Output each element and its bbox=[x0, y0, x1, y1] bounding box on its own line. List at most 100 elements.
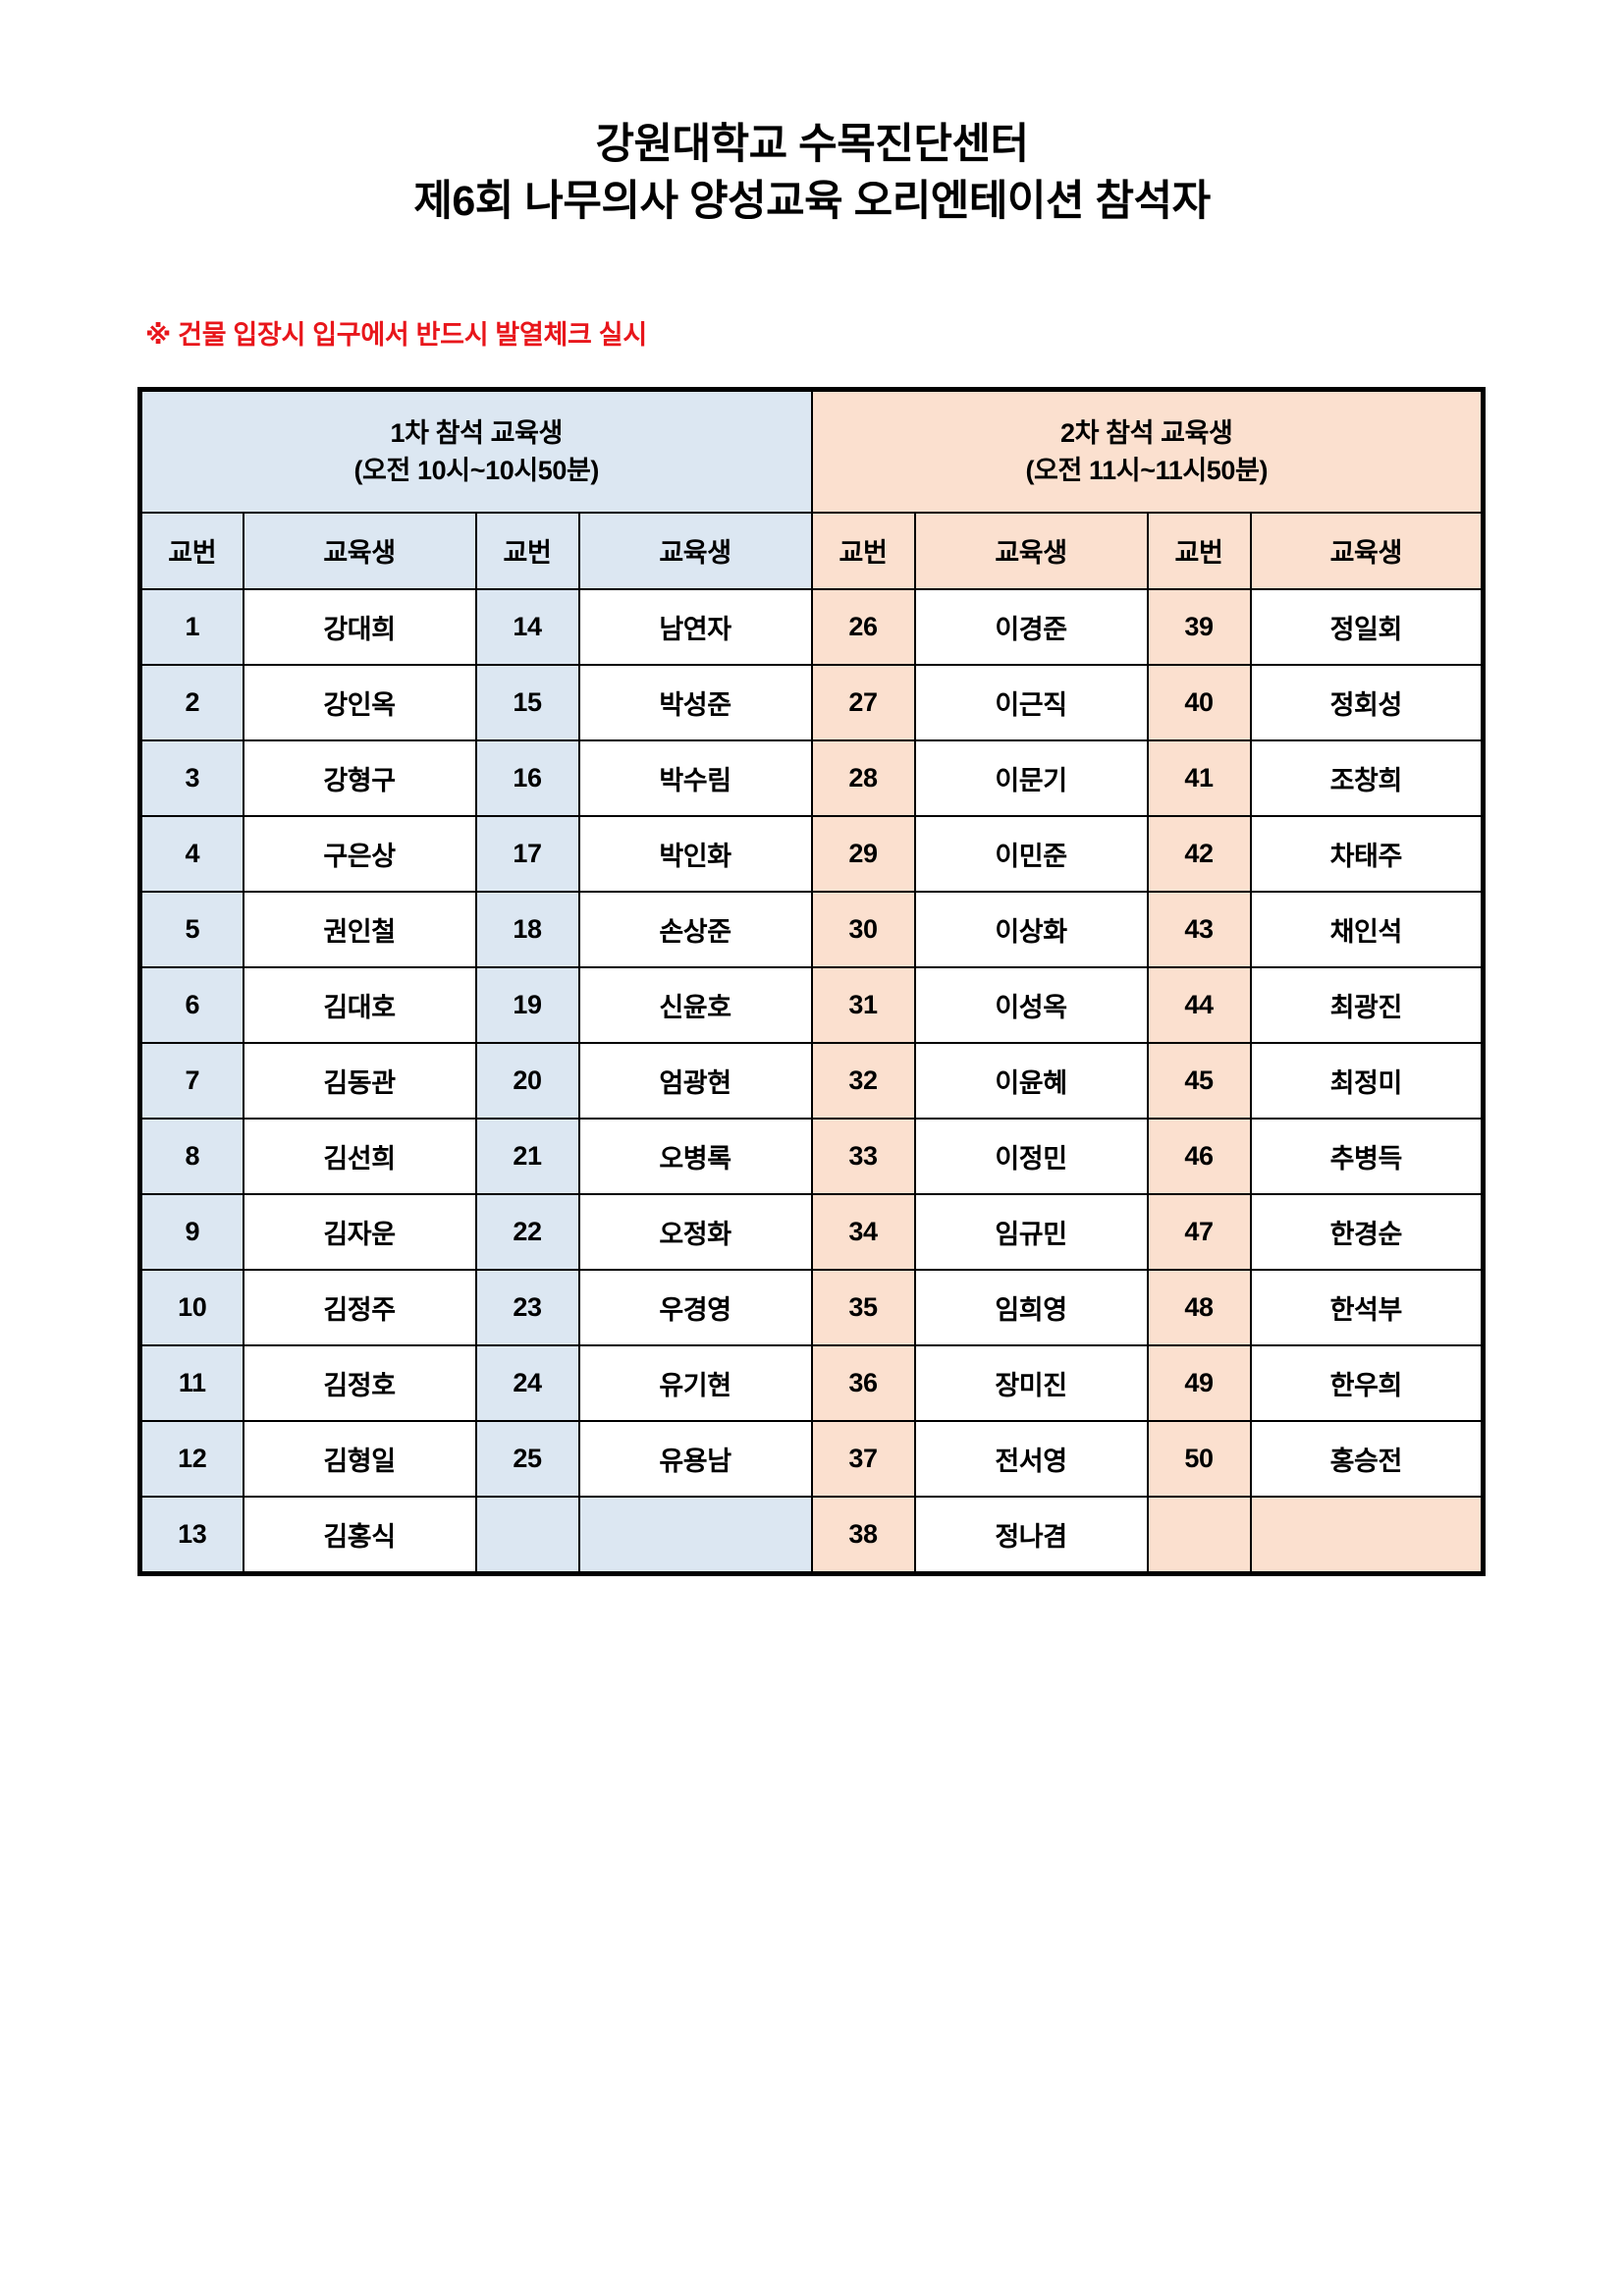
cell-name-1: 김정호 bbox=[242, 1343, 477, 1422]
cell-id-1: 2 bbox=[138, 663, 244, 741]
cell-name-4: 한석부 bbox=[1249, 1268, 1485, 1346]
cell-name-4: 정일회 bbox=[1249, 587, 1485, 666]
document-title: 강원대학교 수목진단센터 제6회 나무의사 양성교육 오리엔테이션 참석자 bbox=[0, 0, 1624, 231]
table-cell-empty bbox=[1249, 1495, 1485, 1575]
cell-name-4: 추병득 bbox=[1249, 1117, 1485, 1195]
cell-name-4: 채인석 bbox=[1249, 890, 1485, 968]
cell-id-1: 4 bbox=[138, 814, 244, 893]
cell-name-2: 오정화 bbox=[577, 1192, 813, 1271]
cell-name-1: 김자운 bbox=[242, 1192, 477, 1271]
cell-name-1: 김홍식 bbox=[242, 1495, 477, 1575]
cell-name-2: 박인화 bbox=[577, 814, 813, 893]
cell-name-3: 임규민 bbox=[913, 1192, 1149, 1271]
group-1-label: 1차 참석 교육생 bbox=[390, 417, 564, 448]
cell-id-1: 9 bbox=[138, 1192, 244, 1271]
cell-id-3: 26 bbox=[810, 587, 916, 666]
col-header-name-2: 교육생 bbox=[577, 511, 813, 590]
cell-id-1: 6 bbox=[138, 965, 244, 1044]
table-cell-empty bbox=[577, 1495, 813, 1575]
cell-name-2: 우경영 bbox=[577, 1268, 813, 1346]
cell-name-2: 오병록 bbox=[577, 1117, 813, 1195]
table-row: 12 김형일 25 유용남 37 전서영 50 홍승전 bbox=[138, 1419, 1485, 1498]
group-2-time: (오전 11시~11시50분) bbox=[1025, 455, 1269, 485]
cell-id-2: 22 bbox=[474, 1192, 580, 1271]
col-header-name-4: 교육생 bbox=[1249, 511, 1485, 590]
cell-name-3: 장미진 bbox=[913, 1343, 1149, 1422]
cell-name-4: 한경순 bbox=[1249, 1192, 1485, 1271]
title-line-event-name: 제6회 나무의사 양성교육 오리엔테이션 참석자 bbox=[413, 178, 1211, 226]
group-header-session-2: 2차 참석 교육생 (오전 11시~11시50분) bbox=[810, 388, 1485, 514]
cell-id-3: 28 bbox=[810, 738, 916, 817]
column-header-row: 교번 교육생 교번 교육생 교번 교육생 교번 교육생 bbox=[138, 511, 1485, 590]
table-cell-empty bbox=[474, 1495, 580, 1575]
fever-check-notice: ※ 건물 입장시 입구에서 반드시 발열체크 실시 bbox=[145, 319, 647, 350]
cell-id-3: 33 bbox=[810, 1117, 916, 1195]
cell-id-1: 5 bbox=[138, 890, 244, 968]
cell-id-2: 16 bbox=[474, 738, 580, 817]
col-header-name-3: 교육생 bbox=[913, 511, 1149, 590]
col-header-id-4: 교번 bbox=[1146, 511, 1252, 590]
cell-id-1: 13 bbox=[138, 1495, 244, 1575]
col-header-id-2: 교번 bbox=[474, 511, 580, 590]
cell-name-3: 이민준 bbox=[913, 814, 1149, 893]
table-cell-empty bbox=[1146, 1495, 1252, 1575]
cell-id-3: 38 bbox=[810, 1495, 916, 1575]
cell-name-3: 이근직 bbox=[913, 663, 1149, 741]
table-row: 8 김선희 21 오병록 33 이정민 46 추병득 bbox=[138, 1117, 1485, 1195]
table-row: 4 구은상 17 박인화 29 이민준 42 차태주 bbox=[138, 814, 1485, 893]
cell-name-1: 강인옥 bbox=[242, 663, 477, 741]
cell-id-2: 19 bbox=[474, 965, 580, 1044]
cell-name-4: 최광진 bbox=[1249, 965, 1485, 1044]
cell-name-2: 유용남 bbox=[577, 1419, 813, 1498]
cell-id-4: 44 bbox=[1146, 965, 1252, 1044]
col-header-id-3: 교번 bbox=[810, 511, 916, 590]
group-header-row: 1차 참석 교육생 (오전 10시~10시50분) 2차 참석 교육생 (오전 … bbox=[138, 388, 1485, 514]
cell-id-2: 24 bbox=[474, 1343, 580, 1422]
cell-id-2: 20 bbox=[474, 1041, 580, 1120]
cell-name-3: 이경준 bbox=[913, 587, 1149, 666]
cell-name-4: 최정미 bbox=[1249, 1041, 1485, 1120]
col-header-id-1: 교번 bbox=[138, 511, 244, 590]
cell-name-2: 남연자 bbox=[577, 587, 813, 666]
cell-name-4: 홍승전 bbox=[1249, 1419, 1485, 1498]
table-row: 6 김대호 19 신윤호 31 이성옥 44 최광진 bbox=[138, 965, 1485, 1044]
cell-id-3: 29 bbox=[810, 814, 916, 893]
cell-id-1: 3 bbox=[138, 738, 244, 817]
table-row: 7 김동관 20 엄광현 32 이윤혜 45 최정미 bbox=[138, 1041, 1485, 1120]
cell-name-3: 이윤혜 bbox=[913, 1041, 1149, 1120]
cell-name-1: 권인철 bbox=[242, 890, 477, 968]
cell-id-2: 21 bbox=[474, 1117, 580, 1195]
cell-name-1: 강형구 bbox=[242, 738, 477, 817]
cell-id-3: 30 bbox=[810, 890, 916, 968]
col-header-name-1: 교육생 bbox=[242, 511, 477, 590]
roster-body: 1 강대희 14 남연자 26 이경준 39 정일회 2 강인옥 15 박성준 27 이근직 40 정회성 3 강… bbox=[138, 587, 1485, 1575]
cell-id-1: 8 bbox=[138, 1117, 244, 1195]
cell-id-3: 37 bbox=[810, 1419, 916, 1498]
cell-name-4: 조창희 bbox=[1249, 738, 1485, 817]
cell-id-2: 15 bbox=[474, 663, 580, 741]
cell-name-1: 김형일 bbox=[242, 1419, 477, 1498]
cell-id-1: 11 bbox=[138, 1343, 244, 1422]
cell-id-2: 25 bbox=[474, 1419, 580, 1498]
table-row: 10 김정주 23 우경영 35 임희영 48 한석부 bbox=[138, 1268, 1485, 1346]
cell-id-4: 42 bbox=[1146, 814, 1252, 893]
table-row: 11 김정호 24 유기현 36 장미진 49 한우희 bbox=[138, 1343, 1485, 1422]
cell-id-4: 49 bbox=[1146, 1343, 1252, 1422]
cell-id-4: 46 bbox=[1146, 1117, 1252, 1195]
table-row: 9 김자운 22 오정화 34 임규민 47 한경순 bbox=[138, 1192, 1485, 1271]
cell-id-4: 48 bbox=[1146, 1268, 1252, 1346]
cell-name-1: 김선희 bbox=[242, 1117, 477, 1195]
cell-id-2: 14 bbox=[474, 587, 580, 666]
group-header-session-1: 1차 참석 교육생 (오전 10시~10시50분) bbox=[138, 388, 813, 514]
cell-name-2: 박수림 bbox=[577, 738, 813, 817]
cell-name-2: 박성준 bbox=[577, 663, 813, 741]
table-row: 13 김홍식 38 정나겸 bbox=[138, 1495, 1485, 1575]
cell-name-3: 이문기 bbox=[913, 738, 1149, 817]
cell-id-2: 18 bbox=[474, 890, 580, 968]
cell-name-2: 유기현 bbox=[577, 1343, 813, 1422]
table-row: 5 권인철 18 손상준 30 이상화 43 채인석 bbox=[138, 890, 1485, 968]
cell-name-3: 임희영 bbox=[913, 1268, 1149, 1346]
cell-name-1: 김대호 bbox=[242, 965, 477, 1044]
cell-name-3: 이정민 bbox=[913, 1117, 1149, 1195]
